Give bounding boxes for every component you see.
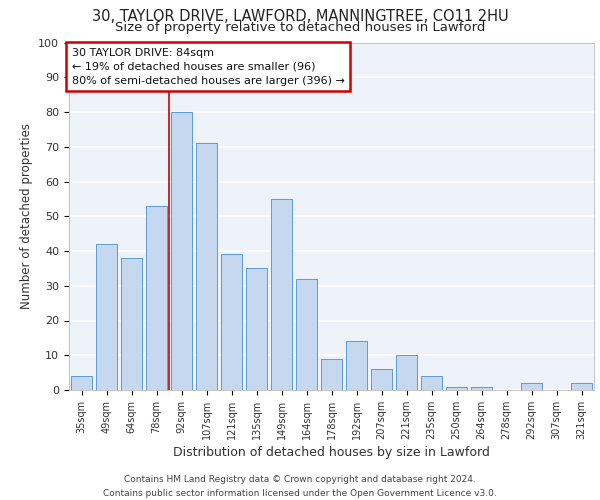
Bar [146,206,167,390]
Y-axis label: Number of detached properties: Number of detached properties [20,123,33,309]
Text: Size of property relative to detached houses in Lawford: Size of property relative to detached ho… [115,21,485,34]
Text: 30, TAYLOR DRIVE, LAWFORD, MANNINGTREE, CO11 2HU: 30, TAYLOR DRIVE, LAWFORD, MANNINGTREE, … [92,9,508,24]
Bar [346,342,367,390]
X-axis label: Distribution of detached houses by size in Lawford: Distribution of detached houses by size … [173,446,490,459]
Bar [96,244,117,390]
Bar [71,376,92,390]
Bar [321,358,342,390]
Text: Contains HM Land Registry data © Crown copyright and database right 2024.
Contai: Contains HM Land Registry data © Crown c… [103,476,497,498]
Text: 30 TAYLOR DRIVE: 84sqm
← 19% of detached houses are smaller (96)
80% of semi-det: 30 TAYLOR DRIVE: 84sqm ← 19% of detached… [71,48,344,86]
Bar [471,386,492,390]
Bar [296,279,317,390]
Bar [396,355,417,390]
Bar [571,383,592,390]
Bar [421,376,442,390]
Bar [121,258,142,390]
Bar [271,199,292,390]
Bar [521,383,542,390]
Bar [371,369,392,390]
Bar [196,144,217,390]
Bar [446,386,467,390]
Bar [221,254,242,390]
Bar [246,268,267,390]
Bar [171,112,192,390]
